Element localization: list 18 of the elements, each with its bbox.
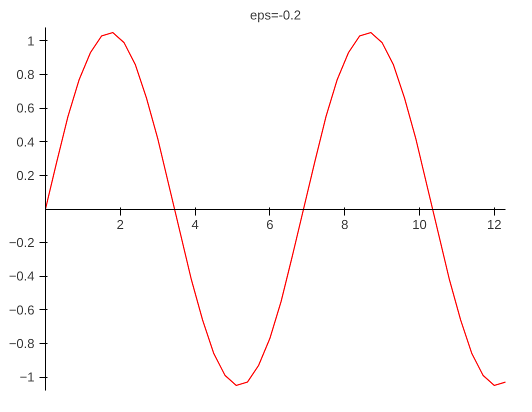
y-tick-label: −0.6 bbox=[8, 302, 35, 318]
chart-title: eps=-0.2 bbox=[250, 8, 301, 22]
x-tick-label: 8 bbox=[341, 217, 348, 232]
x-tick-label: 2 bbox=[116, 217, 124, 232]
y-tick-label: 0.6 bbox=[16, 100, 35, 116]
y-tick-label: −1 bbox=[20, 370, 35, 385]
y-tick-label: 0.4 bbox=[16, 134, 35, 150]
x-tick-label: 4 bbox=[191, 217, 199, 232]
y-tick-label: −0.4 bbox=[8, 268, 35, 284]
y-tick-label: 1 bbox=[27, 33, 35, 48]
y-tick-label: −0.2 bbox=[8, 235, 35, 250]
x-tick-label: 10 bbox=[412, 217, 427, 232]
y-tick-label: −0.8 bbox=[8, 336, 35, 351]
line-series bbox=[46, 32, 506, 386]
x-tick-label: 6 bbox=[266, 217, 274, 232]
y-tick-label: 0.8 bbox=[16, 67, 35, 82]
y-tick-label: 0.2 bbox=[16, 168, 35, 183]
x-tick-label: 12 bbox=[487, 217, 502, 232]
